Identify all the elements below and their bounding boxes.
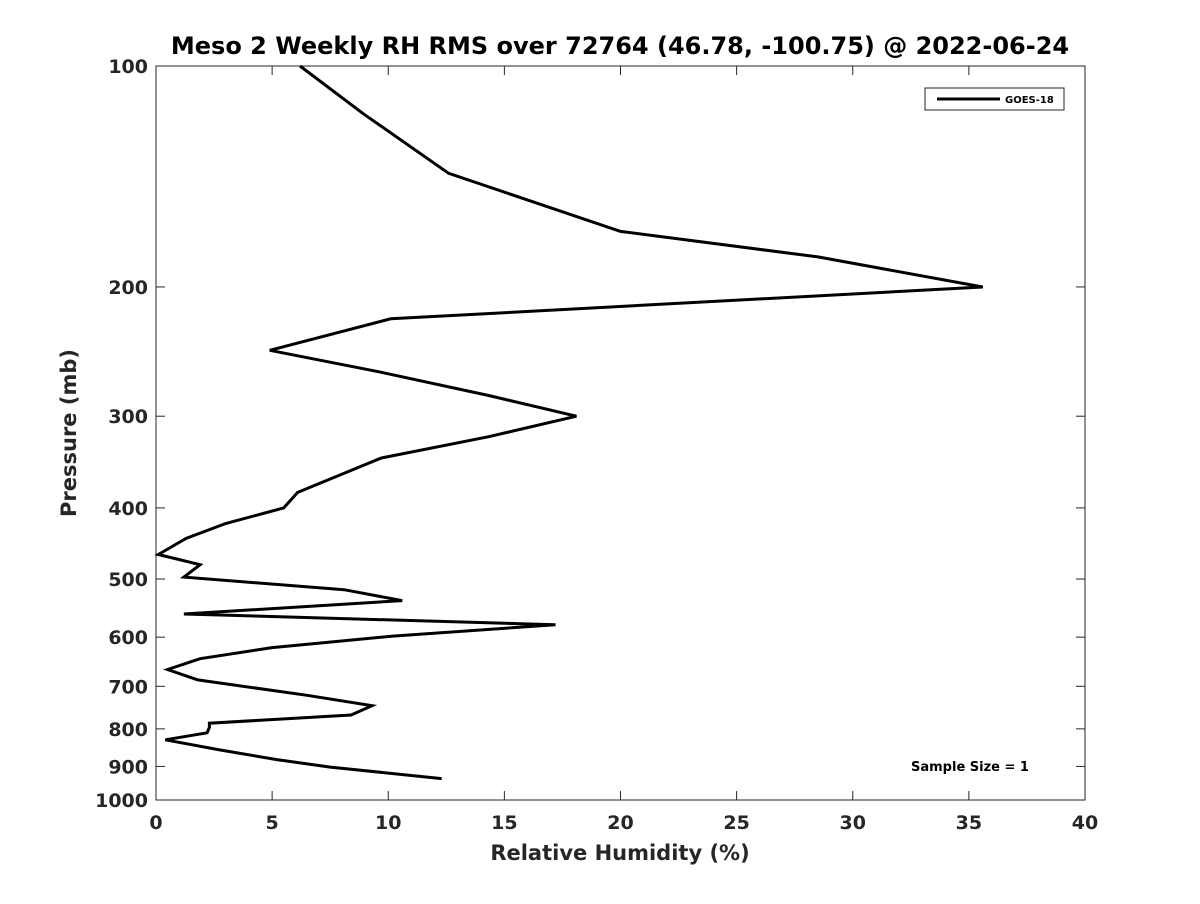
x-tick-label: 30: [840, 812, 866, 834]
y-tick-label: 100: [108, 56, 148, 78]
y-tick-label: 400: [108, 498, 148, 520]
legend: GOES-18: [924, 87, 1065, 111]
chart-title: Meso 2 Weekly RH RMS over 72764 (46.78, …: [171, 32, 1069, 60]
x-tick-label: 40: [1072, 812, 1098, 834]
y-tick-label: 600: [108, 627, 148, 649]
y-tick-label: 1000: [95, 790, 148, 812]
x-tick-label: 25: [723, 812, 749, 834]
y-tick-label: 200: [108, 277, 148, 299]
x-axis-label: Relative Humidity (%): [490, 841, 749, 865]
y-axis-label: Pressure (mb): [57, 349, 81, 517]
x-tick-label: 35: [956, 812, 982, 834]
y-tick-label: 300: [108, 406, 148, 428]
plot-frame: [155, 65, 1086, 801]
x-axis-ticks: 0 5 10 15 20 25 30 35 40: [149, 66, 1098, 834]
y-tick-label: 700: [108, 676, 148, 698]
x-tick-label: 15: [491, 812, 517, 834]
y-tick-label: 900: [108, 756, 148, 778]
x-tick-label: 5: [266, 812, 279, 834]
x-tick-label: 0: [149, 812, 162, 834]
series-line-goes-18: [154, 64, 984, 781]
y-tick-label: 800: [108, 719, 148, 741]
y-tick-label: 500: [108, 569, 148, 591]
series-layer: [154, 64, 984, 781]
x-tick-label: 20: [607, 812, 633, 834]
sample-size-annotation: Sample Size = 1: [911, 760, 1029, 775]
legend-entry-goes-18: GOES-18: [1005, 95, 1054, 106]
y-axis-ticks: 100 200 300 400 500 600 700 800 900 1000: [95, 56, 1085, 812]
x-tick-label: 10: [375, 812, 401, 834]
